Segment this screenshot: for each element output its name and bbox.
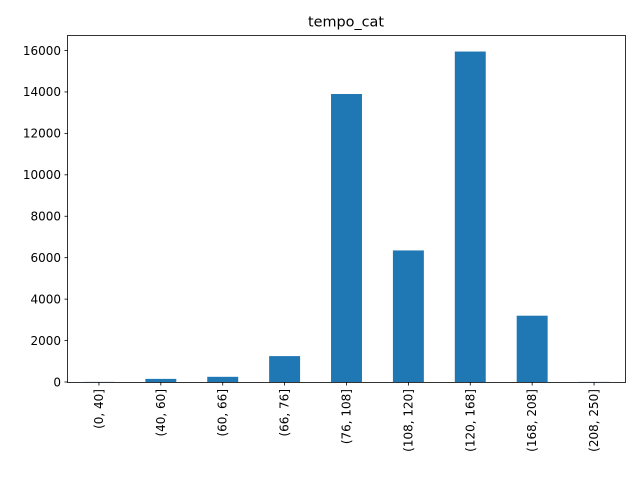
x-tick-label: (208, 250] [587,389,601,452]
y-tick-label: 12000 [23,127,61,141]
x-tick-label: (60, 66] [216,389,230,437]
y-tick-label: 4000 [30,292,61,306]
x-tick-label: (120, 168] [463,389,477,452]
x-axis-ticks: (0, 40] (40, 60] (60, 66] (66, 76] (76, 108]… [92,382,601,452]
plot-frame [67,35,626,383]
y-axis-ticks: 0 2000 4000 6000 8000 10000 12000 14000 16000 [23,44,68,389]
chart-title: tempo_cat [308,15,384,31]
bar-4 [331,94,362,383]
x-tick-label: (40, 60] [154,389,168,437]
bar-7 [516,315,548,382]
x-tick-label: (66, 76] [278,389,292,437]
bar-6 [454,51,486,383]
x-tick-label: (168, 208] [525,389,539,452]
x-tick-label: (0, 40] [92,389,106,429]
y-tick-label: 2000 [30,334,61,348]
y-tick-label: 14000 [23,85,61,99]
bar-5 [392,250,424,382]
y-tick-label: 0 [53,375,61,389]
y-tick-label: 16000 [23,44,61,58]
y-tick-label: 6000 [30,251,61,265]
y-tick-label: 8000 [30,210,61,224]
x-tick-label: (108, 120] [401,389,415,452]
bar-3 [269,356,301,382]
x-tick-label: (76, 108] [340,389,354,444]
bar-1 [145,378,177,382]
y-tick-label: 10000 [23,168,61,182]
bars-group [83,51,610,383]
bar-2 [207,376,239,382]
